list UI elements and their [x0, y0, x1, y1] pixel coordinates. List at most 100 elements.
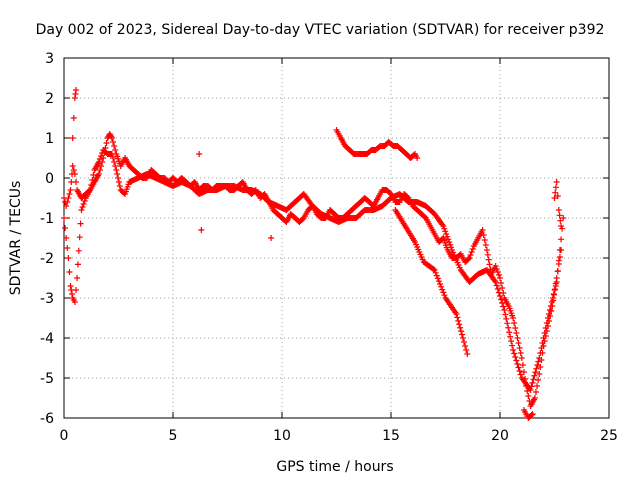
data-point-series-0	[465, 255, 472, 262]
data-point-series-1	[502, 311, 509, 318]
data-point-series-3	[268, 235, 275, 241]
data-point-series-1	[74, 275, 81, 281]
data-point-series-3	[462, 343, 469, 349]
data-point-series-1	[80, 201, 87, 207]
data-point-series-1	[541, 330, 548, 336]
x-tick-label: 5	[169, 428, 178, 444]
data-point-series-0	[532, 389, 539, 395]
data-point-series-1	[549, 295, 556, 301]
data-point-series-3	[554, 193, 561, 199]
data-point-series-0	[71, 171, 78, 177]
data-point-series-1	[116, 183, 123, 189]
data-point-series-1	[504, 320, 511, 327]
data-point-series-3	[529, 411, 536, 417]
data-point-series-1	[500, 303, 507, 310]
x-axis-label: GPS time / hours	[276, 459, 393, 475]
data-point-series-0	[536, 371, 543, 377]
chart-title: Day 002 of 2023, Sidereal Day-to-day VTE…	[36, 22, 605, 38]
y-tick-label: -6	[40, 411, 54, 427]
data-point-series-3	[551, 195, 558, 201]
data-point-series-1	[497, 293, 503, 299]
data-point-series-0	[520, 369, 527, 375]
data-point-series-0	[466, 255, 473, 261]
data-point-series-1	[90, 172, 97, 178]
y-tick-label: 1	[45, 131, 54, 147]
data-point-series-0	[468, 249, 475, 255]
data-point-series-1	[560, 215, 567, 221]
data-point-series-0	[493, 266, 500, 272]
data-point-series-1	[492, 279, 499, 285]
data-point-series-1	[65, 255, 72, 261]
data-point-series-1	[533, 365, 540, 372]
data-point-series-1	[62, 225, 69, 231]
data-point-series-3	[464, 351, 471, 357]
data-point-series-1	[111, 159, 118, 165]
data-point-series-1	[443, 231, 450, 237]
data-point-series-1	[555, 257, 562, 264]
data-point-series-1	[535, 358, 542, 365]
data-point-series-1	[503, 315, 510, 322]
data-point-series-1	[514, 361, 521, 367]
data-point-series-1	[512, 354, 519, 360]
data-point-series-0	[511, 320, 518, 326]
data-point-series-3	[552, 184, 559, 191]
data-point-series-1	[516, 368, 523, 374]
data-point-series-0	[498, 280, 505, 286]
data-point-series-0	[108, 133, 115, 140]
data-point-series-1	[530, 376, 537, 383]
data-point-series-0	[519, 362, 526, 368]
data-point-series-1	[447, 241, 454, 248]
data-point-series-3	[70, 115, 77, 121]
data-point-series-3	[458, 328, 465, 335]
data-point-series-0	[70, 167, 77, 173]
x-tick-label: 15	[382, 428, 400, 444]
data-point-series-0	[110, 139, 117, 145]
data-point-series-1	[550, 291, 557, 297]
data-point-series-1	[508, 338, 515, 345]
data-point-series-1	[534, 362, 541, 369]
data-point-series-0	[64, 199, 71, 205]
data-point-series-3	[454, 314, 461, 321]
x-tick-label: 20	[491, 428, 509, 444]
data-point-series-1	[74, 261, 81, 268]
y-tick-label: -5	[40, 371, 54, 387]
data-point-series-3	[440, 289, 447, 296]
y-tick-label: -4	[40, 331, 54, 347]
data-point-series-0	[494, 269, 501, 275]
data-point-series-1	[68, 291, 75, 297]
data-point-series-1	[87, 187, 94, 193]
data-point-series-1	[548, 299, 555, 305]
data-point-series-1	[547, 303, 554, 309]
data-point-series-1	[442, 228, 449, 235]
data-point-series-3	[557, 217, 564, 224]
data-point-series-0	[499, 285, 506, 291]
data-point-series-1	[67, 283, 74, 289]
data-point-series-3	[461, 339, 468, 345]
data-point-series-0	[103, 140, 110, 146]
data-point-series-1	[89, 177, 96, 183]
data-point-series-0	[98, 163, 105, 169]
data-point-series-1	[527, 387, 534, 393]
data-point-series-3	[453, 311, 460, 317]
data-point-series-0	[479, 227, 486, 233]
data-point-series-1	[498, 296, 505, 303]
data-point-series-0	[534, 383, 541, 389]
data-point-series-1	[559, 225, 566, 232]
data-point-series-1	[554, 268, 561, 275]
data-point-series-3	[528, 412, 535, 418]
data-point-series-1	[78, 207, 85, 213]
data-point-series-1	[537, 350, 544, 356]
data-point-series-1	[542, 325, 549, 331]
data-point-series-1	[115, 175, 122, 181]
data-point-series-3	[552, 189, 559, 196]
data-point-series-0	[65, 195, 72, 201]
data-point-series-0	[515, 340, 522, 346]
data-point-series-1	[552, 283, 559, 289]
x-tick-label: 0	[60, 428, 69, 444]
data-point-series-1	[63, 235, 70, 241]
data-point-series-3	[430, 266, 437, 273]
data-point-series-0	[108, 135, 115, 141]
data-point-series-1	[501, 307, 508, 313]
data-point-series-1	[538, 345, 545, 351]
data-point-series-0	[469, 246, 476, 252]
